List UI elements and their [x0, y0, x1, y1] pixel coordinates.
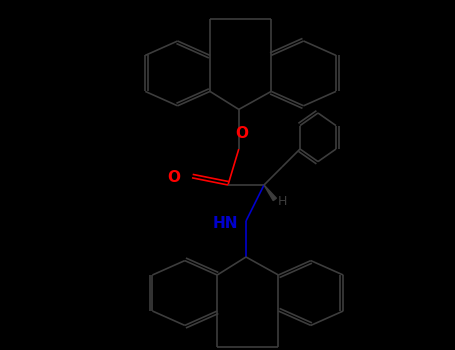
Text: O: O	[167, 170, 180, 185]
Text: H: H	[278, 195, 287, 208]
Text: O: O	[235, 126, 248, 141]
Polygon shape	[264, 185, 276, 201]
Text: HN: HN	[212, 216, 238, 231]
